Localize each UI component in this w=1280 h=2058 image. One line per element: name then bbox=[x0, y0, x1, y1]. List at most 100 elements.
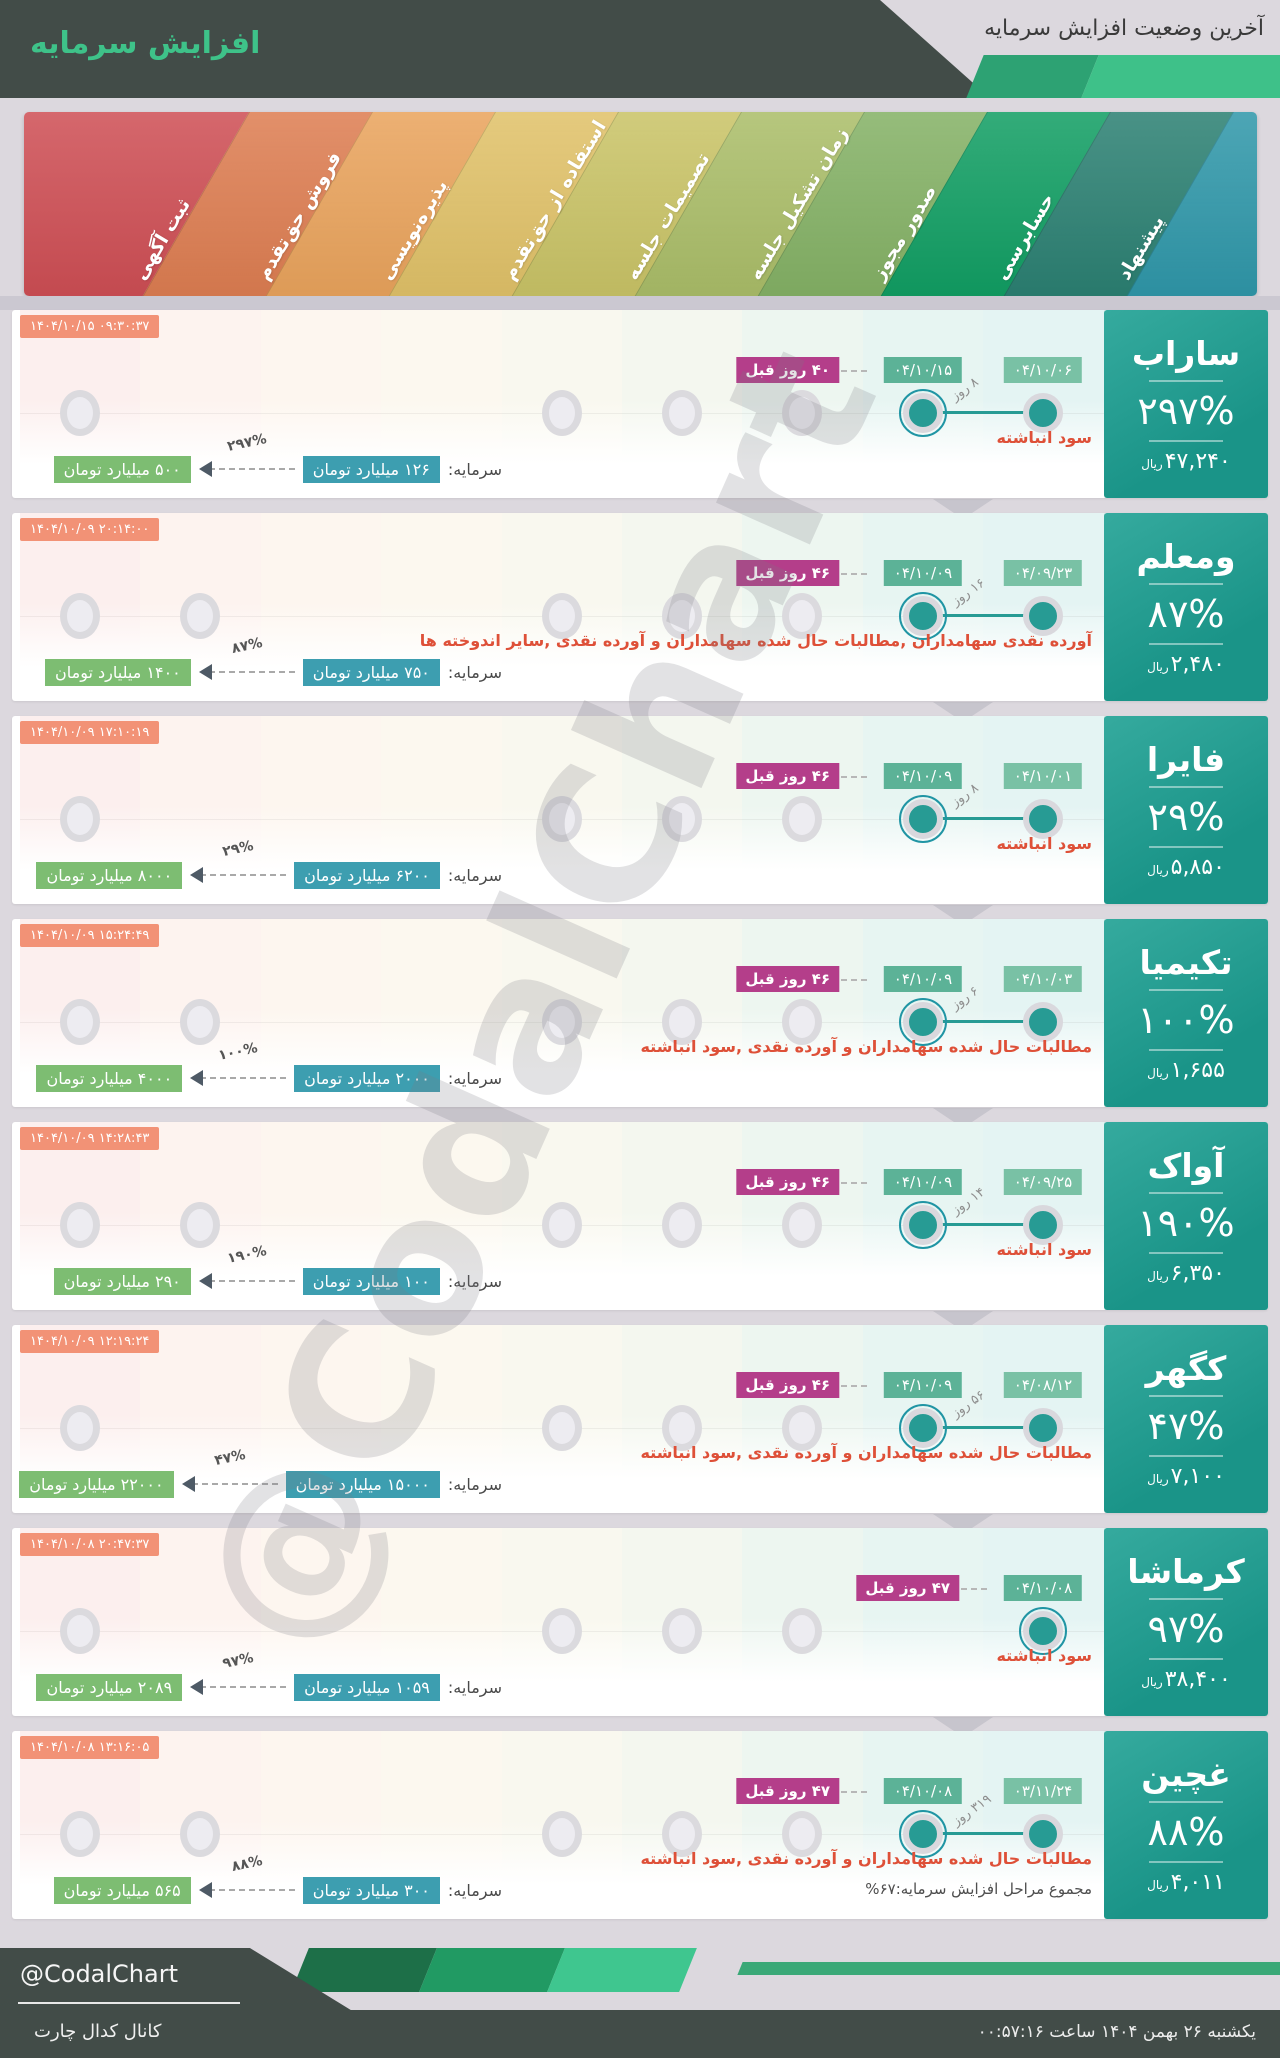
days-ago-badge: ۴۶ روز قبل bbox=[736, 966, 839, 992]
company-card: ۱۴ روز ۰۴/۱۰/۰۹ ۰۴/۰۹/۲۵ ۴۶ روز قبل ۱۴۰۴/۱۰/… bbox=[12, 1122, 1268, 1310]
previous-date-badge: ۰۴/۰۹/۲۵ bbox=[1003, 1169, 1083, 1195]
increase-percent: ۸۸% bbox=[1147, 1810, 1225, 1854]
stage-dot-empty bbox=[542, 593, 582, 639]
capital-to-badge: ۲۹۰ میلیارد تومان bbox=[53, 1268, 191, 1295]
updated-timestamp-badge: ۱۴۰۴/۱۰/۰۸ ۲۰:۴۷:۳۷ bbox=[20, 1533, 160, 1556]
previous-date-badge: ۰۴/۰۹/۲۳ bbox=[1003, 560, 1083, 586]
company-card: ۳۱۹ روز ۰۴/۱۰/۰۸ ۰۳/۱۱/۲۴ ۴۷ روز قبل ۱۴۰۴/۱۰… bbox=[12, 1731, 1268, 1919]
stage-dot-empty bbox=[782, 796, 822, 842]
days-ago-badge: ۴۶ روز قبل bbox=[736, 1169, 839, 1195]
arrow-dashes bbox=[208, 1280, 295, 1282]
price-rial: ۷,۱۰۰ ریال bbox=[1147, 1464, 1225, 1489]
company-panel: تکیمیا ۱۰۰% ۱,۶۵۵ ریال bbox=[1104, 919, 1268, 1107]
footer-green-stripe-1 bbox=[291, 1948, 437, 1992]
arrow-dashes bbox=[208, 468, 295, 470]
previous-date-badge: ۰۴/۰۸/۱۲ bbox=[1003, 1372, 1083, 1398]
capital-from-badge: ۱۰۵۹ میلیارد تومان bbox=[294, 1674, 440, 1701]
capital-from-badge: ۱۰۰ میلیارد تومان bbox=[302, 1268, 440, 1295]
stage-dot-empty bbox=[542, 390, 582, 436]
recent-date-badge: ۰۴/۱۰/۰۹ bbox=[883, 966, 963, 992]
arrow-head-icon bbox=[190, 1679, 204, 1695]
stage-dot-empty bbox=[662, 1405, 702, 1451]
previous-date-badge: ۰۳/۱۱/۲۴ bbox=[1003, 1778, 1083, 1804]
stage-dot-empty bbox=[180, 593, 220, 639]
capital-to-badge: ۵۰۰ میلیارد تومان bbox=[53, 456, 191, 483]
price-value: ۵,۸۵۰ bbox=[1170, 855, 1225, 880]
company-name: کگهر bbox=[1145, 1349, 1227, 1388]
company-panel: ساراب ۲۹۷% ۴۷,۲۴۰ ریال bbox=[1104, 310, 1268, 498]
company-name: ساراب bbox=[1131, 334, 1241, 373]
arrow-head-icon bbox=[198, 664, 212, 680]
panel-divider bbox=[1149, 1455, 1223, 1457]
price-rial: ۴,۰۱۱ ریال bbox=[1147, 1870, 1225, 1895]
capital-line: سرمایه: ۶۲۰۰ میلیارد تومان ۲۹% ۸۰۰۰ میلیارد… bbox=[36, 838, 502, 889]
company-name: غچین bbox=[1141, 1755, 1231, 1794]
arrow-dashes bbox=[208, 671, 295, 673]
company-name: فایرا bbox=[1146, 740, 1226, 779]
capital-arrow: ۸۷% bbox=[198, 635, 295, 686]
stage-column bbox=[862, 1528, 985, 1716]
capital-line: سرمایه: ۷۵۰ میلیارد تومان ۸۷% ۱۴۰۰ میلیارد … bbox=[45, 635, 502, 686]
arrow-dashes bbox=[200, 874, 287, 876]
arrow-head-icon bbox=[181, 1476, 195, 1492]
stage-dot-empty bbox=[180, 1202, 220, 1248]
arrow-head-icon bbox=[190, 867, 204, 883]
days-ago-badge: ۴۶ روز قبل bbox=[736, 560, 839, 586]
days-ago-badge: ۴۷ روز قبل bbox=[856, 1575, 959, 1601]
generated-datetime: یکشنبه ۲۶ بهمن ۱۴۰۴ ساعت ۰۰:۵۷:۱۶ bbox=[977, 2022, 1256, 2042]
increase-percent: ۱۰۰% bbox=[1137, 998, 1235, 1042]
days-ago-connector bbox=[841, 1182, 867, 1184]
company-name: تکیمیا bbox=[1139, 943, 1233, 982]
capital-line: سرمایه: ۱۰۵۹ میلیارد تومان ۹۷% ۲۰۸۹ میلیارد… bbox=[36, 1650, 502, 1701]
capital-label: سرمایه: bbox=[447, 1881, 502, 1900]
rial-unit-label: ریال bbox=[1147, 1269, 1169, 1283]
stage-dot-empty bbox=[542, 1811, 582, 1857]
footer-green-stripe-3 bbox=[547, 1948, 697, 1992]
stage-dot-done bbox=[1023, 799, 1063, 839]
total-progress-note: مجموع مراحل افزایش سرمایه:۶۷% bbox=[865, 1880, 1092, 1898]
company-name: آواک bbox=[1147, 1146, 1225, 1185]
price-value: ۴۷,۲۴۰ bbox=[1164, 449, 1231, 474]
price-value: ۲,۴۸۰ bbox=[1170, 652, 1225, 677]
recent-date-badge: ۰۴/۱۰/۱۵ bbox=[883, 357, 963, 383]
stage-dot-empty bbox=[662, 390, 702, 436]
company-panel: آواک ۱۹۰% ۶,۳۵۰ ریال bbox=[1104, 1122, 1268, 1310]
updated-timestamp-badge: ۱۴۰۴/۱۰/۰۸ ۱۳:۱۶:۰۵ bbox=[20, 1736, 160, 1759]
stage-dot-current bbox=[899, 1810, 947, 1858]
capital-to-badge: ۲۲۰۰۰ میلیارد تومان bbox=[19, 1471, 174, 1498]
days-ago-badge: ۴۷ روز قبل bbox=[736, 1778, 839, 1804]
days-ago-badge: ۴۶ روز قبل bbox=[736, 763, 839, 789]
stage-dot-empty bbox=[782, 390, 822, 436]
timeline-segment bbox=[923, 817, 1043, 820]
increase-method-text: سود انباشته bbox=[996, 428, 1092, 447]
stage-dot-done bbox=[1023, 1408, 1063, 1448]
panel-divider bbox=[1149, 989, 1223, 991]
panel-divider bbox=[1149, 1658, 1223, 1660]
stage-dot-current bbox=[899, 1201, 947, 1249]
timeline-segment bbox=[923, 411, 1043, 414]
capital-to-badge: ۱۴۰۰ میلیارد تومان bbox=[45, 659, 191, 686]
stage-dot-current bbox=[899, 795, 947, 843]
increase-percent: ۴۷% bbox=[1147, 1404, 1225, 1448]
capital-arrow: ۲۹% bbox=[190, 838, 287, 889]
price-value: ۶,۳۵۰ bbox=[1170, 1261, 1225, 1286]
arrow-head-icon bbox=[198, 461, 212, 477]
capital-arrow: ۱۹۰% bbox=[198, 1243, 295, 1295]
stage-dot-current bbox=[899, 592, 947, 640]
arrow-dashes bbox=[200, 1077, 287, 1079]
previous-date-badge: ۰۴/۱۰/۰۶ bbox=[1003, 357, 1083, 383]
stage-dot-empty bbox=[180, 999, 220, 1045]
stage-dot-empty bbox=[782, 593, 822, 639]
price-rial: ۱,۶۵۵ ریال bbox=[1147, 1058, 1225, 1083]
days-ago-connector bbox=[841, 370, 867, 372]
capital-arrow: ۸۸% bbox=[198, 1853, 295, 1904]
stage-dot-empty bbox=[782, 1608, 822, 1654]
updated-timestamp-badge: ۱۴۰۴/۱۰/۰۹ ۱۷:۱۰:۱۹ bbox=[20, 721, 160, 744]
increase-method-text: سود انباشته bbox=[996, 1240, 1092, 1259]
stage-dot-done bbox=[1023, 1002, 1063, 1042]
stage-dot-current bbox=[899, 998, 947, 1046]
price-value: ۴,۰۱۱ bbox=[1170, 1870, 1225, 1895]
capital-line: سرمایه: ۲۰۰۰ میلیارد تومان ۱۰۰% ۴۰۰۰ میلیار… bbox=[36, 1040, 502, 1092]
days-ago-connector bbox=[841, 979, 867, 981]
capital-to-badge: ۸۰۰۰ میلیارد تومان bbox=[36, 862, 183, 889]
